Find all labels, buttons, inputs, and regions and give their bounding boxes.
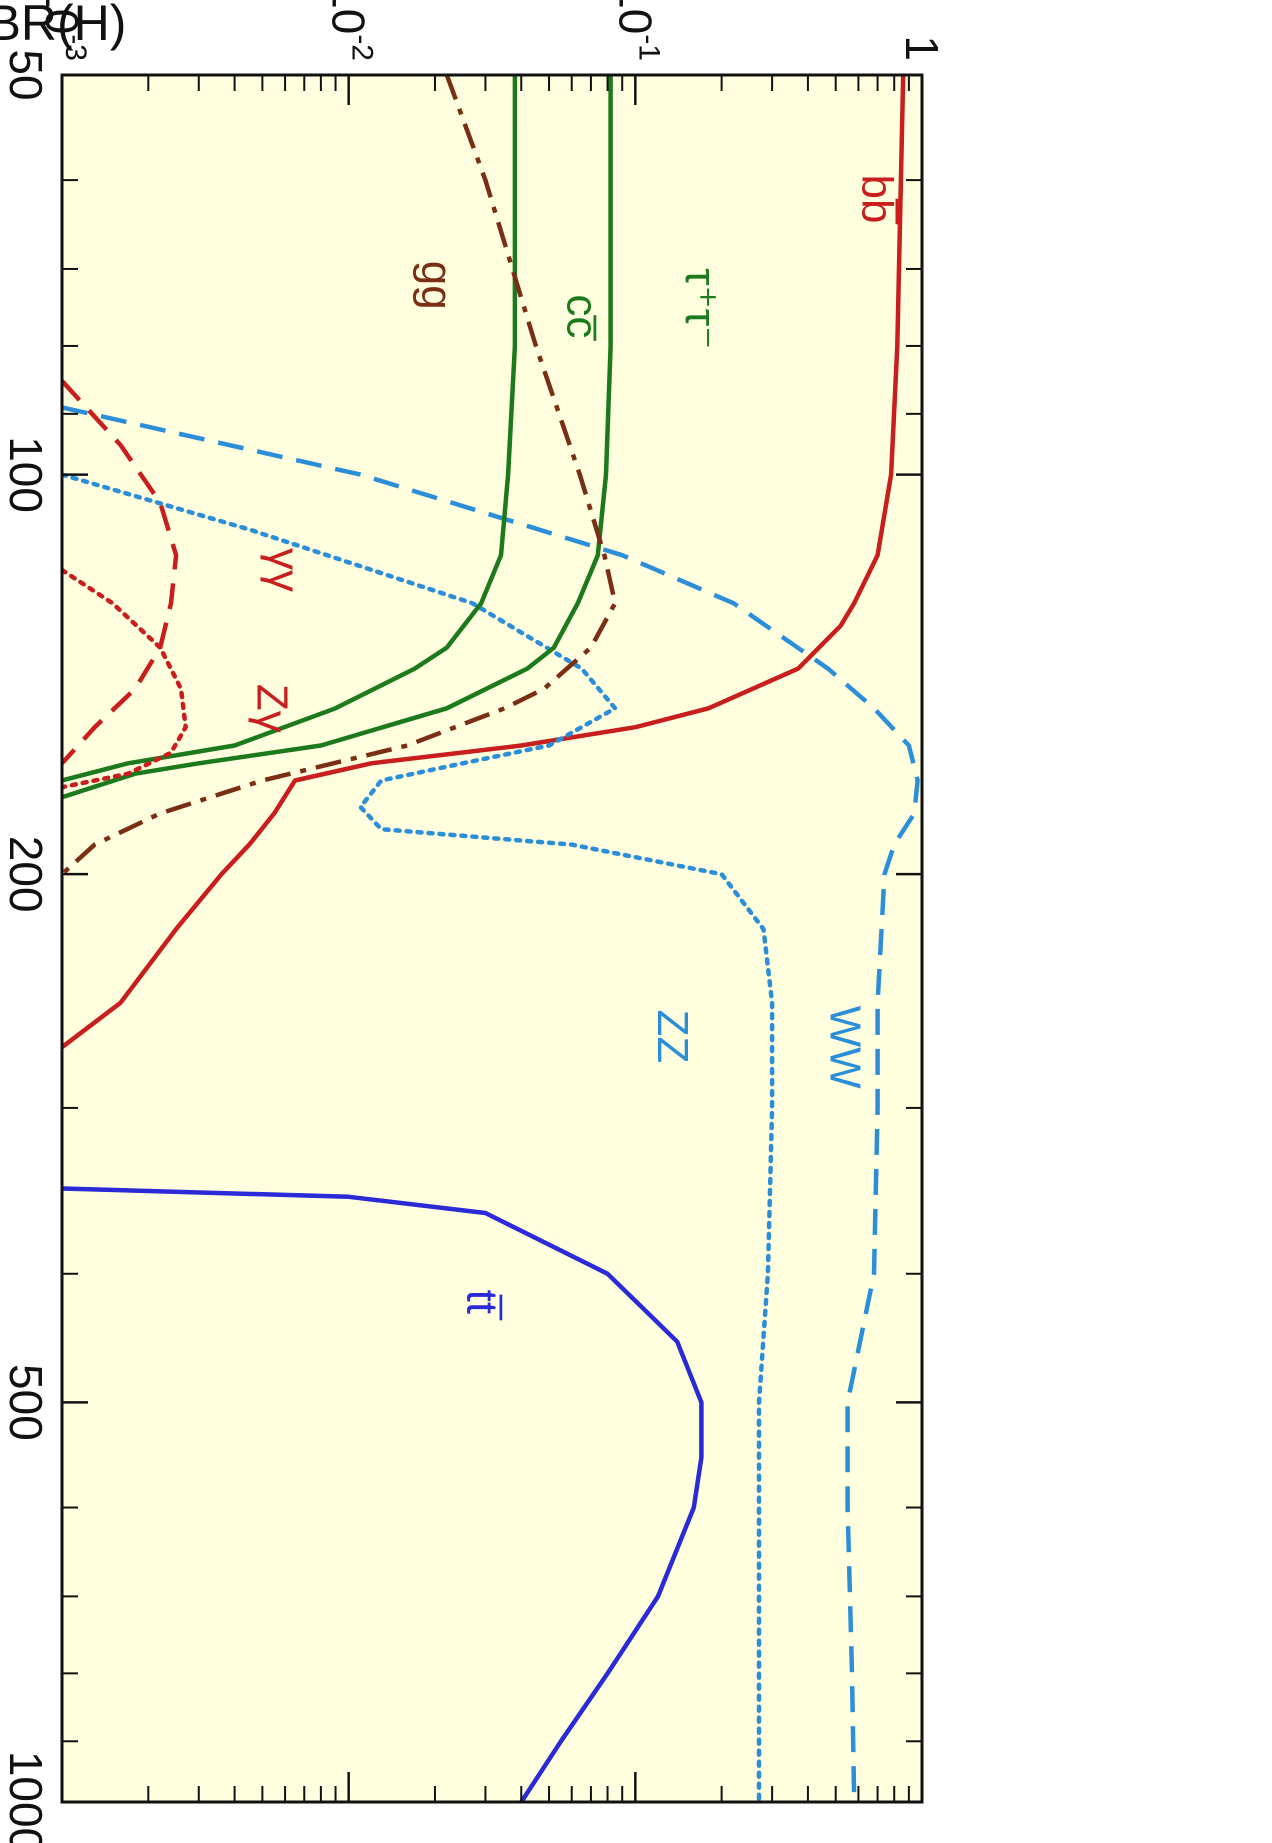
curve-label-zz: ZZ xyxy=(648,1010,697,1064)
y-axis-label: BR(H) xyxy=(0,0,126,51)
x-tick-label: 100 xyxy=(0,436,52,513)
series-cc-line xyxy=(62,75,518,783)
x-tick-label: 200 xyxy=(0,836,52,913)
curve-label-cc: cc̅ xyxy=(558,294,607,341)
curve-label-gg: gg xyxy=(412,261,461,310)
rotated-plot-group: 50 100 200 500 1000 1 10-1 10-2 10-3 bb̅ τ⁺τ⁻ cc̅ g… xyxy=(0,0,948,1843)
curve-label-ww: WW xyxy=(821,1006,870,1090)
x-tick-label: 1000 xyxy=(0,1751,52,1843)
curve-label-gamgam: γγ xyxy=(260,548,309,592)
y-tick-label: 10-2 xyxy=(323,0,379,61)
tick-labels-layer: 50 100 200 500 1000 1 10-1 10-2 10-3 xyxy=(0,0,948,1843)
plot-background xyxy=(62,75,922,1802)
y-tick-label: 10-1 xyxy=(609,0,665,61)
ticks-layer xyxy=(60,73,924,1804)
y-tick-label: 1 xyxy=(896,35,948,61)
series-gg-line xyxy=(62,75,618,876)
curve-label-zgam: Zγ xyxy=(247,684,296,733)
x-tick-label: 50 xyxy=(0,49,52,100)
series-tautau-line xyxy=(62,75,613,800)
series-ww-line xyxy=(62,405,920,1802)
y-tick-exponent: -2 xyxy=(346,34,379,61)
series-zgam-line xyxy=(62,567,188,790)
series-zz-line xyxy=(62,472,775,1802)
plot-frame xyxy=(60,73,924,1804)
series-gamgam-line xyxy=(62,379,179,765)
y-tick-label: 10-3 xyxy=(36,0,92,61)
series-bb-line xyxy=(62,75,906,1049)
x-tick-label: 500 xyxy=(0,1364,52,1441)
curves-layer xyxy=(62,75,920,1802)
curve-label-tautau: τ⁺τ⁻ xyxy=(676,268,725,349)
y-tick-exponent: -3 xyxy=(59,34,92,61)
series-tt-line xyxy=(62,1186,704,1802)
y-tick-exponent: -1 xyxy=(632,34,665,61)
curve-label-bb: bb̅ xyxy=(852,175,901,225)
